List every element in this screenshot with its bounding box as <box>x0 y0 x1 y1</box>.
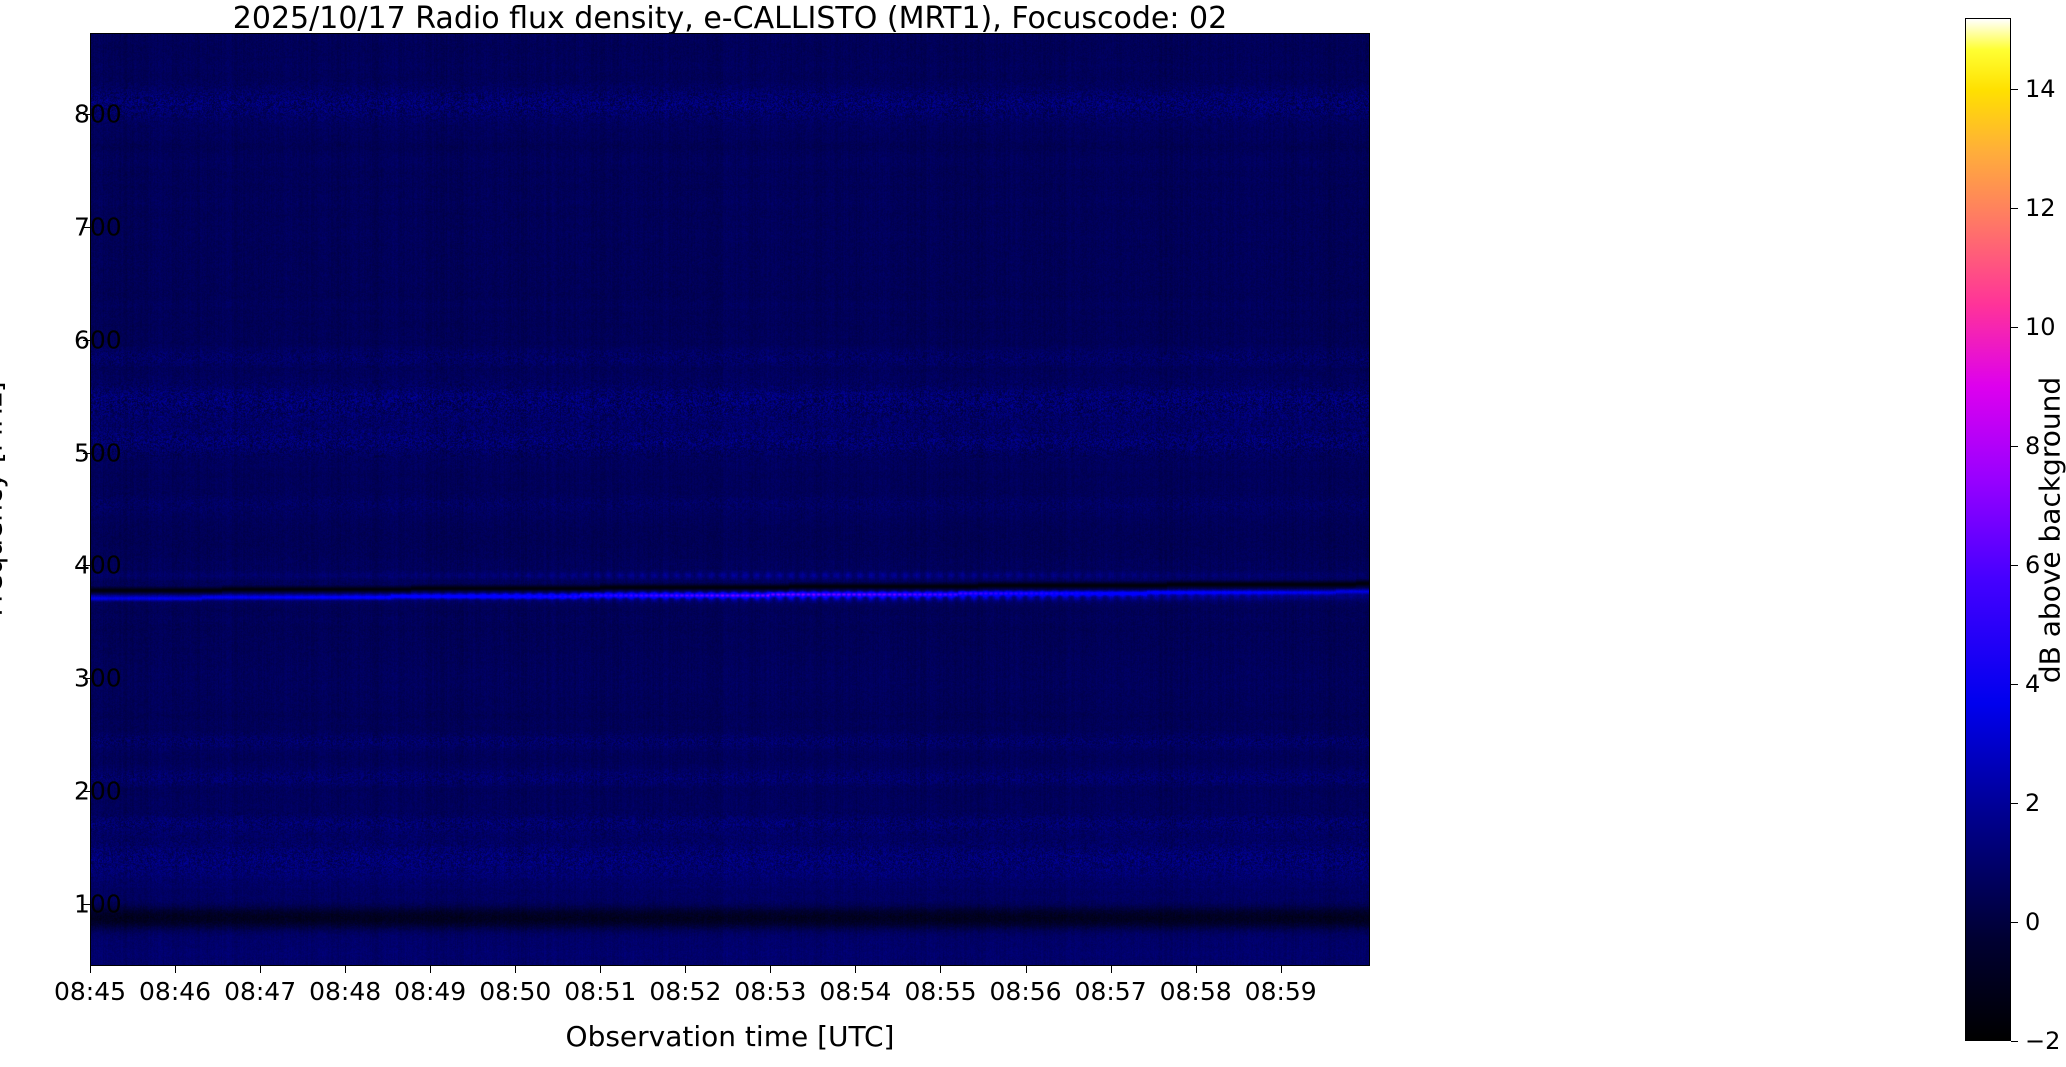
x-tick-mark <box>1195 966 1197 973</box>
x-tick-label: 08:55 <box>904 977 977 1006</box>
x-tick-mark <box>515 966 517 973</box>
colorbar-tick-label: 14 <box>2025 75 2056 104</box>
y-tick-label: 600 <box>74 325 122 354</box>
y-tick-mark <box>83 678 90 680</box>
y-tick-label: 100 <box>74 889 122 918</box>
x-tick-mark <box>90 966 91 973</box>
colorbar-tick-mark <box>2011 446 2018 448</box>
colorbar-tick-mark <box>2011 922 2018 924</box>
x-axis-label: Observation time [UTC] <box>565 1020 895 1053</box>
x-tick-label: 08:58 <box>1159 977 1232 1006</box>
x-tick-mark <box>1280 966 1282 973</box>
x-tick-label: 08:48 <box>309 977 382 1006</box>
x-tick-mark <box>430 966 432 973</box>
y-tick-mark <box>83 452 90 454</box>
x-tick-label: 08:45 <box>53 977 127 1006</box>
x-tick-mark <box>600 966 602 973</box>
x-tick-mark <box>685 966 687 973</box>
y-tick-label: 800 <box>74 100 122 129</box>
colorbar-tick-label: 6 <box>2025 551 2041 580</box>
x-tick-label: 08:51 <box>564 977 637 1006</box>
colorbar-tick-mark <box>2011 208 2018 210</box>
colorbar-tick-label: 4 <box>2025 670 2041 699</box>
colorbar-tick-label: 10 <box>2025 313 2056 342</box>
x-tick-mark <box>175 966 177 973</box>
page-title: 2025/10/17 Radio flux density, e-CALLIST… <box>232 1 1228 36</box>
x-tick-label: 08:57 <box>1074 977 1147 1006</box>
x-tick-label: 08:49 <box>394 977 467 1006</box>
colorbar-gradient <box>1966 19 2010 1040</box>
x-tick-mark <box>345 966 347 973</box>
x-tick-label: 08:47 <box>224 977 297 1006</box>
x-tick-label: 08:56 <box>989 977 1062 1006</box>
colorbar-tick-label: 2 <box>2025 789 2041 818</box>
y-tick-mark <box>83 339 90 341</box>
colorbar-tick-label: 8 <box>2025 432 2041 461</box>
colorbar-tick-mark <box>2011 327 2018 329</box>
colorbar-tick-label: 0 <box>2025 908 2041 937</box>
y-tick-label: 300 <box>74 664 122 693</box>
x-tick-label: 08:54 <box>819 977 892 1006</box>
y-tick-label: 500 <box>74 438 122 467</box>
colorbar-label: dB above background <box>2033 376 2066 684</box>
x-tick-mark <box>940 966 942 973</box>
x-tick-label: 08:50 <box>479 977 552 1006</box>
x-tick-mark <box>1110 966 1112 973</box>
y-axis-label: Frequency [MHz] <box>0 381 9 617</box>
y-tick-label: 700 <box>74 213 122 242</box>
x-tick-label: 08:59 <box>1244 977 1317 1006</box>
spectrogram-plot-area <box>90 33 1370 966</box>
x-tick-label: 08:46 <box>139 977 212 1006</box>
y-tick-mark <box>83 565 90 567</box>
colorbar-tick-mark <box>2011 89 2018 91</box>
y-tick-label: 400 <box>74 551 122 580</box>
spectrogram-image <box>91 34 1369 965</box>
y-tick-mark <box>83 903 90 905</box>
x-tick-mark <box>855 966 857 973</box>
colorbar-tick-mark <box>2011 684 2018 686</box>
colorbar-tick-label: 12 <box>2025 194 2056 223</box>
y-tick-mark <box>83 114 90 116</box>
x-tick-label: 08:52 <box>649 977 722 1006</box>
colorbar-tick-mark <box>2011 1041 2018 1042</box>
y-tick-mark <box>83 227 90 229</box>
colorbar-tick-mark <box>2011 565 2018 567</box>
x-tick-mark <box>260 966 262 973</box>
colorbar-tick-label: −2 <box>2025 1027 2061 1055</box>
x-tick-label: 08:53 <box>734 977 807 1006</box>
colorbar <box>1965 18 2011 1041</box>
x-tick-mark <box>770 966 772 973</box>
colorbar-tick-mark <box>2011 803 2018 805</box>
y-tick-mark <box>83 791 90 793</box>
y-tick-label: 200 <box>74 777 122 806</box>
x-tick-mark <box>1025 966 1027 973</box>
